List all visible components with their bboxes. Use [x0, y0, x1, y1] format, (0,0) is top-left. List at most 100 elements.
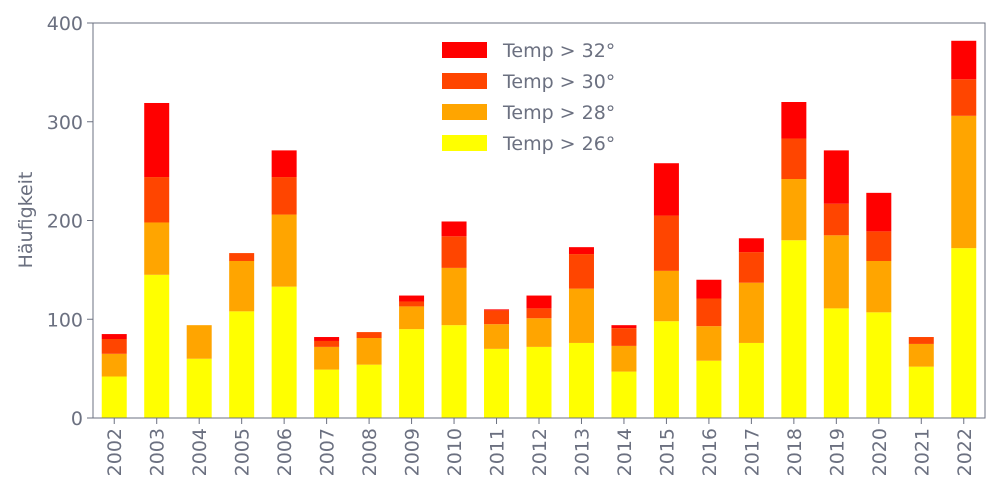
- bar-segment: [441, 236, 467, 268]
- bar-segment: [568, 288, 594, 343]
- bar-segment: [611, 371, 637, 418]
- bar-segment: [866, 312, 892, 418]
- bar-segment: [101, 353, 127, 377]
- bar-segment: [568, 254, 594, 289]
- bar-segment: [314, 337, 340, 341]
- bar-segment: [823, 235, 849, 309]
- x-tick-label: 2008: [359, 428, 381, 476]
- bar-segment: [823, 203, 849, 236]
- y-tick-label: 100: [47, 309, 83, 331]
- bar-segment: [696, 279, 722, 299]
- bar-segment: [781, 138, 807, 180]
- bar-segment: [653, 270, 679, 322]
- bar-segment: [908, 366, 934, 418]
- bar-segment: [356, 364, 382, 418]
- bar-segment: [526, 318, 552, 347]
- legend-label: Temp > 32°: [502, 40, 615, 62]
- bar-segment: [908, 343, 934, 367]
- plot-frame: [92, 22, 986, 419]
- x-tick-label: 2018: [784, 428, 806, 476]
- x-tick-label: 2013: [571, 428, 593, 476]
- bar-segment: [951, 40, 977, 80]
- bar-segment: [866, 231, 892, 261]
- x-tick-label: 2002: [104, 428, 126, 476]
- bar-segment: [229, 311, 255, 418]
- x-tick-label: 2004: [189, 428, 211, 476]
- bar-segment: [484, 310, 510, 325]
- bar-segment: [271, 177, 297, 215]
- bar-segment: [441, 325, 467, 418]
- y-tick-label: 300: [47, 112, 83, 134]
- bar-segment: [314, 369, 340, 418]
- bar-segment: [314, 340, 340, 347]
- legend-swatch: [442, 135, 487, 151]
- bar-segment: [526, 308, 552, 319]
- y-tick-label: 0: [71, 408, 83, 430]
- x-tick-label: 2022: [954, 428, 976, 476]
- bar-segment: [399, 306, 425, 330]
- bar-segment: [399, 295, 425, 302]
- legend-swatch: [442, 73, 487, 89]
- x-tick-label: 2020: [869, 428, 891, 476]
- x-tick-label: 2017: [741, 428, 763, 476]
- y-tick-label: 400: [47, 13, 83, 35]
- bar-segment: [144, 102, 170, 178]
- bar-segment: [186, 325, 212, 359]
- bar-segment: [484, 348, 510, 418]
- x-tick-label: 2006: [274, 428, 296, 476]
- bar-segment: [951, 115, 977, 249]
- legend-label: Temp > 28°: [502, 102, 615, 124]
- x-tick-label: 2015: [656, 428, 678, 476]
- bar-segment: [101, 339, 127, 354]
- y-axis-label: Häufigkeit: [15, 172, 37, 269]
- legend-label: Temp > 30°: [502, 71, 615, 93]
- bar-segment: [611, 325, 637, 329]
- bar-segment: [271, 286, 297, 418]
- bar-segment: [823, 150, 849, 204]
- bar-segment: [781, 179, 807, 241]
- bar-segment: [738, 238, 764, 253]
- x-tick-label: 2009: [402, 428, 424, 476]
- legend-label: Temp > 26°: [502, 133, 615, 155]
- bar-segment: [781, 240, 807, 418]
- bar-segment: [866, 260, 892, 313]
- bar-segment: [653, 163, 679, 216]
- bar-segment: [484, 309, 510, 311]
- bar-segment: [314, 346, 340, 370]
- bar-segment: [908, 337, 934, 344]
- bar-segment: [696, 360, 722, 418]
- bar-segment: [271, 214, 297, 287]
- bar-segment: [696, 326, 722, 361]
- bar-segment: [738, 252, 764, 283]
- x-tick-label: 2007: [317, 428, 339, 476]
- bar-segment: [526, 346, 552, 418]
- bar-segment: [653, 215, 679, 271]
- bar-segment: [144, 222, 170, 275]
- legend-swatch: [442, 104, 487, 120]
- bar-segment: [738, 342, 764, 418]
- bar-segment: [611, 328, 637, 346]
- x-tick-label: 2010: [444, 428, 466, 476]
- bar-segment: [738, 282, 764, 343]
- bar-segment: [951, 248, 977, 418]
- x-tick-label: 2014: [614, 428, 636, 476]
- bar-segment: [101, 376, 127, 418]
- bar-segment: [186, 358, 212, 418]
- bar-segment: [823, 308, 849, 418]
- bar-segment: [696, 298, 722, 327]
- x-tick-label: 2012: [529, 428, 551, 476]
- bar-segment: [356, 332, 382, 339]
- x-tick-label: 2019: [826, 428, 848, 476]
- bar-segment: [441, 267, 467, 326]
- bar-segment: [229, 260, 255, 312]
- bar-segment: [653, 321, 679, 418]
- x-tick-label: 2003: [147, 428, 169, 476]
- bar-segment: [441, 221, 467, 237]
- bar-segment: [484, 324, 510, 349]
- x-tick-label: 2021: [911, 428, 933, 476]
- x-tick-label: 2005: [232, 428, 254, 476]
- bar-segment: [271, 150, 297, 178]
- bar-segment: [526, 295, 552, 309]
- bar-segment: [781, 102, 807, 139]
